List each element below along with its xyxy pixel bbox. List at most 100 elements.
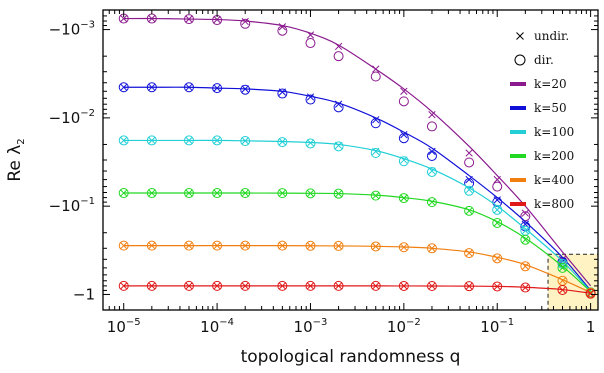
undir-point-k=20 (306, 31, 315, 39)
x-tick-label-exp: −4 (219, 317, 234, 328)
legend-label-k=20: k=20 (534, 77, 567, 91)
undir-point-k=800 (400, 282, 408, 290)
dir-point-k=100 (370, 148, 381, 159)
y-tick-label: −10−1 (49, 196, 95, 215)
undir-point-k=20 (241, 17, 249, 26)
dir-point-k=400 (212, 240, 223, 251)
undir-point-k=100 (306, 139, 315, 147)
dir-point-k=400 (277, 240, 288, 251)
dir-point-k=800 (118, 280, 129, 291)
y-tick-label-base: −10 (49, 21, 81, 39)
dir-point-k=200 (305, 188, 316, 199)
legend: undir. dir. k=20 k=50 k=100 k=200 k=400 k=800 (510, 29, 574, 211)
undir-point-k=400 (278, 241, 287, 250)
dir-point-k=800 (585, 288, 596, 299)
undir-point-k=400 (428, 244, 436, 252)
dir-point-k=100 (146, 135, 157, 146)
dir-point-k=50 (370, 118, 381, 129)
dir-point-k=20 (183, 14, 194, 25)
legend-undir-marker (516, 32, 524, 40)
dir-point-k=200 (118, 188, 129, 199)
dir-point-k=20 (333, 51, 344, 62)
undir-point-k=20 (213, 15, 221, 24)
undir-point-k=400 (372, 242, 380, 251)
x-tick-label-base: 10 (480, 318, 499, 336)
dir-point-k=100 (212, 135, 223, 146)
undir-point-k=200 (278, 189, 287, 197)
undir-point-k=50 (185, 83, 193, 91)
undir-point-k=50 (120, 83, 128, 91)
undir-point-k=100 (185, 136, 193, 145)
undir-point-k=50 (372, 116, 380, 124)
undir-point-k=400 (120, 241, 128, 250)
dir-point-k=20 (426, 121, 437, 132)
undir-point-k=400 (148, 241, 156, 250)
dir-point-k=50 (277, 88, 288, 99)
legend-label-k=800: k=800 (534, 197, 574, 211)
dir-point-k=800 (212, 280, 223, 291)
undir-point-k=800 (120, 282, 128, 290)
x-tick-label-exp: −2 (406, 317, 421, 328)
dir-point-k=200 (370, 190, 381, 201)
x-tick-label: 10−5 (107, 317, 141, 336)
undir-point-k=400 (306, 242, 315, 250)
undir-point-k=50 (400, 131, 408, 139)
y-tick-label-base: −10 (49, 109, 81, 127)
y-tick-label-base: −10 (49, 197, 81, 215)
undir-point-k=50 (334, 100, 343, 108)
legend-label-k=400: k=400 (534, 173, 574, 187)
dir-point-k=400 (370, 241, 381, 252)
x-tick-label-exp: −5 (126, 317, 141, 328)
undir-point-k=800 (493, 282, 501, 291)
dir-point-k=400 (118, 240, 129, 251)
x-tick-label-base: 10 (294, 318, 313, 336)
undir-point-k=400 (465, 249, 473, 257)
undir-point-k=400 (400, 243, 408, 251)
undir-point-k=50 (306, 93, 315, 101)
dir-point-k=50 (146, 82, 157, 93)
undir-point-k=20 (400, 87, 408, 95)
dir-point-k=100 (333, 141, 344, 152)
x-tick-label-exp: −1 (499, 317, 514, 328)
dir-point-k=50 (398, 133, 409, 144)
x-tick-label-base: 10 (200, 318, 219, 336)
undir-point-k=800 (372, 282, 380, 290)
undir-point-k=20 (334, 42, 343, 51)
dir-point-k=800 (492, 281, 503, 292)
undir-point-k=800 (428, 282, 436, 290)
undir-point-k=50 (213, 84, 221, 92)
legend-dir-marker (514, 54, 526, 66)
undir-point-k=50 (241, 85, 249, 93)
undir-point-k=800 (334, 282, 343, 290)
undir-point-k=100 (213, 136, 221, 145)
undir-point-k=20 (465, 149, 473, 157)
series-line-k=50 (123, 86, 592, 291)
dir-point-k=400 (333, 240, 344, 251)
undir-point-k=200 (120, 189, 128, 197)
plot-area (102, 9, 599, 311)
series-line-k=200 (123, 192, 592, 293)
legend-label-k=100: k=100 (534, 125, 574, 139)
dir-point-k=20 (240, 18, 251, 29)
dir-point-k=100 (183, 135, 194, 146)
undir-point-k=800 (306, 282, 315, 290)
undir-point-k=400 (558, 277, 567, 285)
undir-point-k=800 (185, 282, 193, 290)
dir-point-k=100 (426, 166, 437, 177)
undir-point-k=100 (241, 137, 249, 145)
dir-point-k=20 (520, 211, 531, 222)
dir-point-k=800 (520, 282, 531, 293)
dir-point-k=400 (240, 240, 251, 251)
undir-point-k=200 (372, 191, 380, 200)
x-tick-label: 10−2 (387, 317, 421, 336)
undir-point-k=800 (465, 282, 473, 290)
y-tick-label: −10−2 (49, 108, 95, 127)
undir-point-k=200 (400, 194, 408, 202)
dir-point-k=200 (398, 193, 409, 204)
undir-point-k=200 (428, 198, 436, 206)
undir-point-k=800 (278, 282, 287, 290)
highlight-region (547, 253, 599, 311)
legend-label-k=200: k=200 (534, 149, 574, 163)
legend-label-k=50: k=50 (534, 101, 567, 115)
